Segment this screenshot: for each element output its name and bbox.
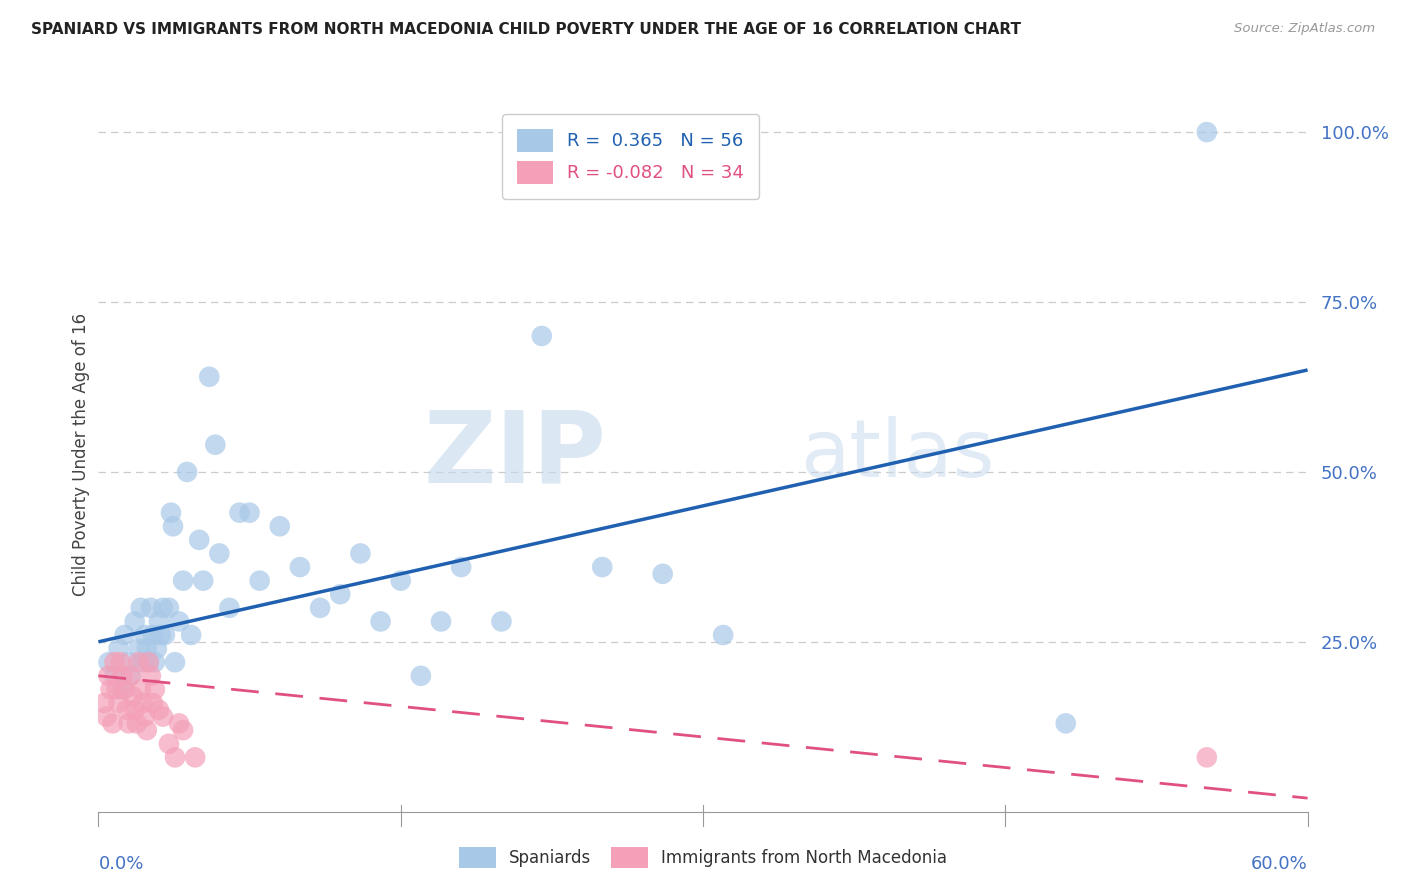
Point <box>153 628 176 642</box>
Point <box>188 533 211 547</box>
Point <box>149 628 172 642</box>
Point <box>163 655 186 669</box>
Point <box>180 628 202 642</box>
Point <box>167 615 190 629</box>
Point <box>370 615 392 629</box>
Point <box>128 655 150 669</box>
Point <box>450 560 472 574</box>
Point <box>107 641 129 656</box>
Point <box>409 669 432 683</box>
Point <box>430 615 453 629</box>
Point <box>135 641 157 656</box>
Point <box>121 689 143 703</box>
Y-axis label: Child Poverty Under the Age of 16: Child Poverty Under the Age of 16 <box>72 313 90 597</box>
Point <box>711 628 734 642</box>
Point <box>176 465 198 479</box>
Point <box>184 750 207 764</box>
Point <box>139 669 162 683</box>
Point <box>193 574 215 588</box>
Point <box>114 628 136 642</box>
Point <box>118 655 141 669</box>
Point <box>103 655 125 669</box>
Point <box>491 615 513 629</box>
Point <box>143 682 166 697</box>
Point <box>288 560 311 574</box>
Point <box>591 560 613 574</box>
Text: atlas: atlas <box>800 416 994 494</box>
Point <box>120 669 142 683</box>
Point <box>349 546 371 560</box>
Point <box>134 628 156 642</box>
Text: 0.0%: 0.0% <box>98 855 143 872</box>
Point <box>651 566 673 581</box>
Point <box>160 506 183 520</box>
Point <box>132 696 155 710</box>
Point <box>157 737 180 751</box>
Point <box>172 574 194 588</box>
Text: Source: ZipAtlas.com: Source: ZipAtlas.com <box>1234 22 1375 36</box>
Point <box>1195 750 1218 764</box>
Point <box>105 682 128 697</box>
Point <box>96 709 118 723</box>
Text: 60.0%: 60.0% <box>1251 855 1308 872</box>
Point <box>309 600 332 615</box>
Point <box>167 716 190 731</box>
Point <box>162 519 184 533</box>
Point <box>157 600 180 615</box>
Point <box>249 574 271 588</box>
Text: ZIP: ZIP <box>423 407 606 503</box>
Point <box>198 369 221 384</box>
Point <box>143 655 166 669</box>
Point <box>97 655 120 669</box>
Point <box>152 709 174 723</box>
Point <box>148 703 170 717</box>
Point <box>163 750 186 764</box>
Point <box>111 669 134 683</box>
Point <box>118 716 141 731</box>
Legend: Spaniards, Immigrants from North Macedonia: Spaniards, Immigrants from North Macedon… <box>453 840 953 875</box>
Point <box>389 574 412 588</box>
Point <box>139 600 162 615</box>
Point <box>135 723 157 738</box>
Point <box>107 696 129 710</box>
Point <box>114 682 136 697</box>
Point <box>1195 125 1218 139</box>
Point <box>138 655 160 669</box>
Point <box>329 587 352 601</box>
Point <box>97 669 120 683</box>
Legend: R =  0.365   N = 56, R = -0.082   N = 34: R = 0.365 N = 56, R = -0.082 N = 34 <box>502 114 759 199</box>
Point <box>100 682 122 697</box>
Point <box>110 655 132 669</box>
Point <box>142 696 165 710</box>
Point <box>134 709 156 723</box>
Point <box>129 682 152 697</box>
Point <box>228 506 250 520</box>
Point <box>103 669 125 683</box>
Point <box>138 655 160 669</box>
Point <box>125 716 148 731</box>
Point <box>148 615 170 629</box>
Point <box>1054 716 1077 731</box>
Text: SPANIARD VS IMMIGRANTS FROM NORTH MACEDONIA CHILD POVERTY UNDER THE AGE OF 16 CO: SPANIARD VS IMMIGRANTS FROM NORTH MACEDO… <box>31 22 1021 37</box>
Point <box>111 682 134 697</box>
Point <box>208 546 231 560</box>
Point <box>530 329 553 343</box>
Point <box>101 716 124 731</box>
Point <box>172 723 194 738</box>
Point <box>124 703 146 717</box>
Point <box>142 628 165 642</box>
Point <box>128 641 150 656</box>
Point <box>120 669 142 683</box>
Point <box>129 600 152 615</box>
Point <box>218 600 240 615</box>
Point <box>204 438 226 452</box>
Point <box>115 703 138 717</box>
Point <box>146 641 169 656</box>
Point <box>93 696 115 710</box>
Point <box>239 506 262 520</box>
Point <box>152 600 174 615</box>
Point <box>124 615 146 629</box>
Point <box>269 519 291 533</box>
Point <box>132 655 155 669</box>
